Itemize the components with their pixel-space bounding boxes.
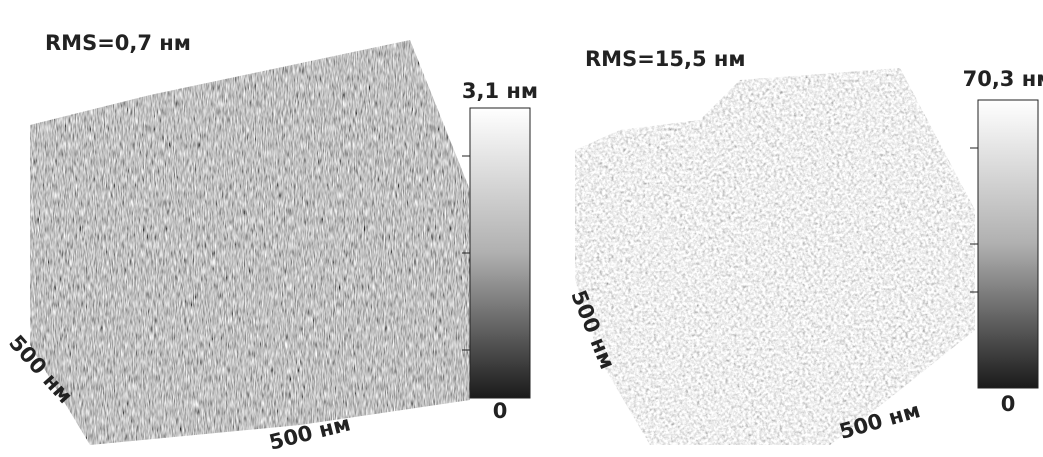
panel-right: RMS=15,5 нм 70,3 нм 0 500 нм 500 нм bbox=[566, 47, 1043, 445]
scale-max: 3,1 нм bbox=[462, 79, 538, 103]
scale-max: 70,3 нм bbox=[963, 67, 1043, 91]
figure: RMS=0,7 нм 3,1 нм 0 500 нм 500 нм RMS=15… bbox=[0, 0, 1043, 457]
color-bar bbox=[978, 100, 1038, 388]
panel-left: RMS=0,7 нм 3,1 нм 0 500 нм 500 нм bbox=[4, 31, 538, 455]
color-bar bbox=[470, 108, 530, 398]
scale-min: 0 bbox=[493, 399, 508, 423]
scale-min: 0 bbox=[1001, 392, 1016, 416]
rms-label: RMS=0,7 нм bbox=[45, 31, 191, 55]
surface bbox=[575, 68, 975, 445]
surface bbox=[30, 40, 470, 445]
rms-label: RMS=15,5 нм bbox=[585, 47, 746, 71]
